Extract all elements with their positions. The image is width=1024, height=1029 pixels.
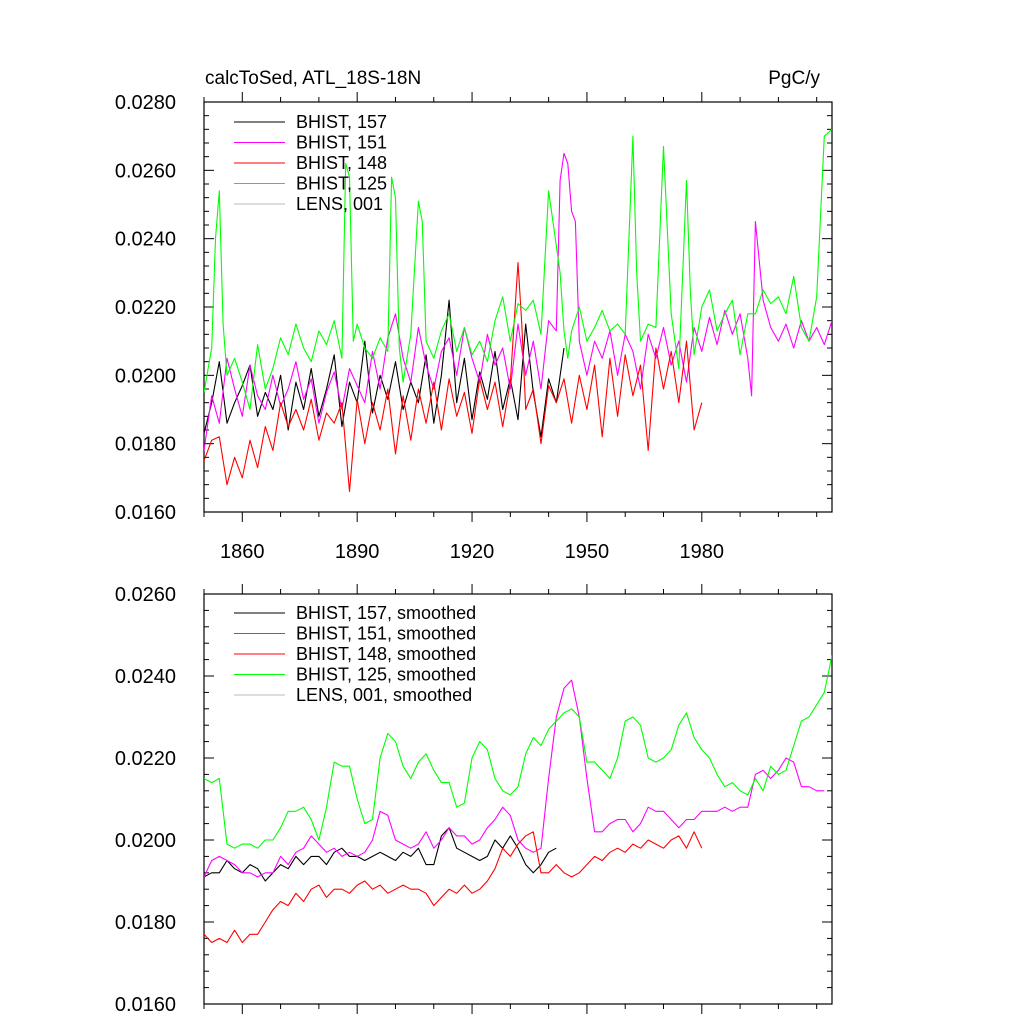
legend-label: BHIST, 151, smoothed xyxy=(296,624,476,644)
y-tick-label: 0.0280 xyxy=(115,92,176,114)
y-tick-label: 0.0200 xyxy=(115,365,176,387)
y-tick-label: 0.0220 xyxy=(115,297,176,319)
legend-label: BHIST, 151 xyxy=(296,133,387,153)
series-line-2 xyxy=(204,152,832,451)
x-tick-label: 1950 xyxy=(565,541,610,563)
y-tick-label: 0.0220 xyxy=(115,748,176,770)
series-line-3 xyxy=(204,831,703,944)
plot-frame xyxy=(203,593,833,1005)
y-tick-label: 0.0260 xyxy=(115,584,176,606)
series-group xyxy=(204,655,832,944)
legend-label: LENS, 001, smoothed xyxy=(296,685,472,705)
legend-label: LENS, 001 xyxy=(296,194,383,214)
series-group xyxy=(204,128,832,493)
y-tick-label: 0.0180 xyxy=(115,912,176,934)
legend-label: BHIST, 157, smoothed xyxy=(296,603,476,623)
y-tick-label: 0.0240 xyxy=(115,229,176,251)
series-line-1 xyxy=(204,827,557,882)
y-tick-label: 0.0180 xyxy=(115,434,176,456)
series-line-4 xyxy=(204,655,832,849)
series-line-2 xyxy=(204,679,825,878)
legend-label: BHIST, 148, smoothed xyxy=(296,644,476,664)
legend-label: BHIST, 148 xyxy=(296,153,387,173)
x-tick-label: 1920 xyxy=(450,541,495,563)
x-tick-label: 1860 xyxy=(220,541,265,563)
y-tick-label: 0.0240 xyxy=(115,666,176,688)
y-tick-label: 0.0160 xyxy=(115,994,176,1016)
legend-label: BHIST, 125, smoothed xyxy=(296,665,476,685)
legend-label: BHIST, 157 xyxy=(296,112,387,132)
legend-label: BHIST, 125 xyxy=(296,174,387,194)
y-tick-label: 0.0200 xyxy=(115,830,176,852)
series-line-3 xyxy=(204,262,703,493)
bottom-panel: 0.0160 0.0180 0.0200 0.0220 0.0240 0.0260 BHIS… xyxy=(115,584,833,1016)
y-tick-label: 0.0260 xyxy=(115,160,176,182)
chart-title: calcToSed, ATL_18S-18N xyxy=(205,68,421,89)
x-tick-label: 1890 xyxy=(335,541,380,563)
series-line-4 xyxy=(204,128,832,411)
top-panel: calcToSed, ATL_18S-18N PgC/y 0.0160 0.018… xyxy=(115,68,833,563)
units-label: PgC/y xyxy=(768,68,820,89)
y-tick-label: 0.0160 xyxy=(115,502,176,524)
x-tick-label: 1980 xyxy=(680,541,725,563)
series-line-1 xyxy=(204,299,565,438)
